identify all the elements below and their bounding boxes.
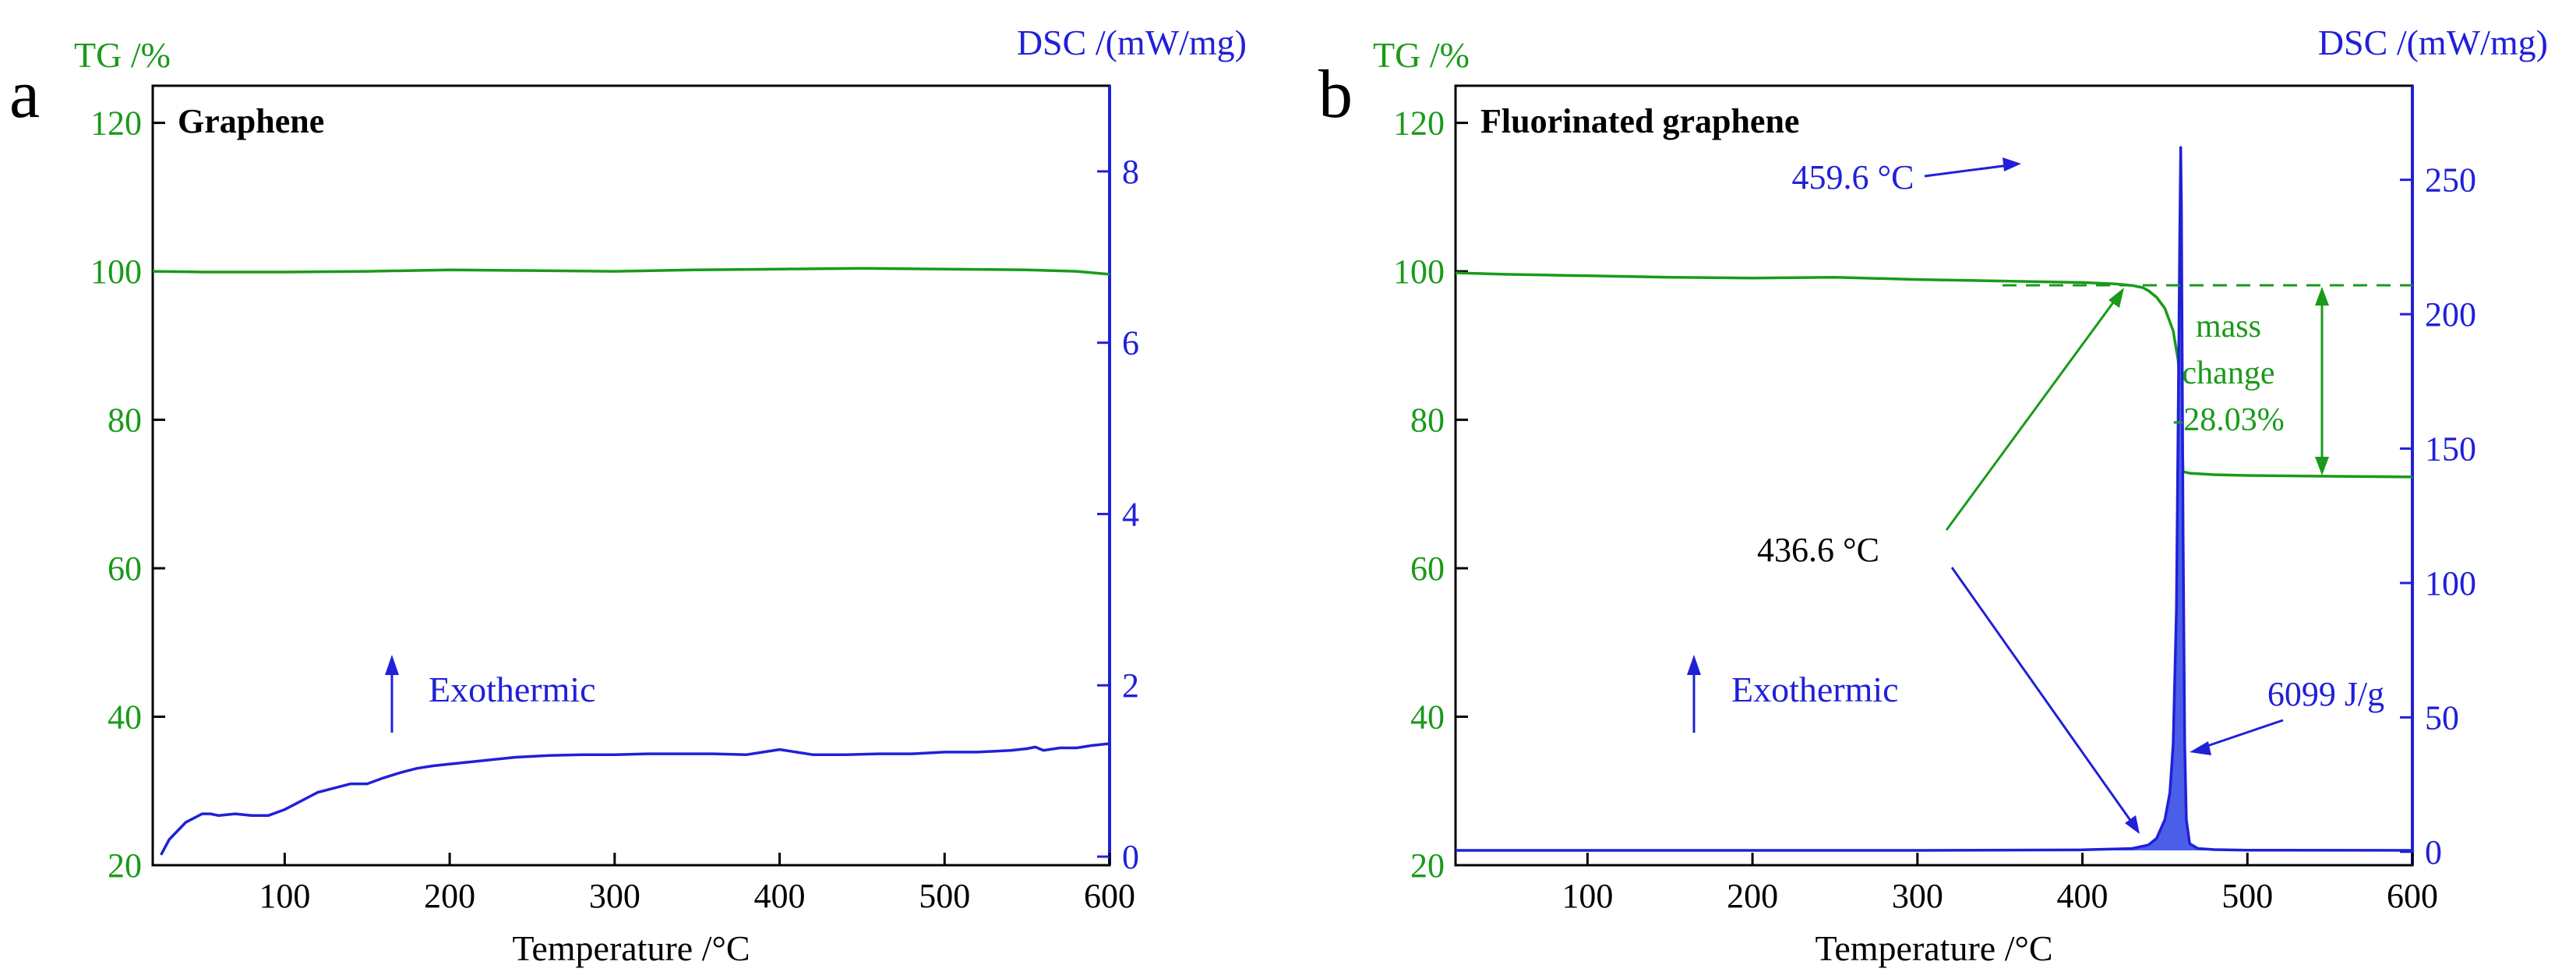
tg-axis-ticks-a: 20 40 60 80 100 120 [90,104,165,885]
x-axis-label-b: Temperature /°C [1815,928,2052,968]
x-tick-label: 300 [1892,877,1943,915]
onset-temperature-label: 436.6 °C [1757,531,1879,569]
tg-tick-label: 100 [90,253,142,291]
x-axis-ticks-a: 100 200 300 400 500 600 [259,853,1135,915]
series-group-b [1455,146,2413,852]
x-tick-label: 500 [919,877,970,915]
plot-frame-a [151,84,1111,867]
dsc-tick-label: 250 [2425,161,2476,200]
dsc-tick-label: 6 [1122,324,1139,362]
exothermic-label-a: Exothermic [429,670,596,709]
mass-change-arrowhead-top [2315,287,2329,306]
tg-tick-label: 80 [1410,401,1445,440]
tg-tick-label: 80 [108,401,142,440]
x-axis-label-a: Temperature /°C [512,928,750,968]
tg-curve-b [1455,271,2413,479]
mass-change-label-line1: mass [2196,309,2261,345]
chart-title-b: Fluorinated graphene [1480,102,1799,140]
x-tick-label: 400 [2057,877,2108,915]
dsc-axis-ticks-a: 0 2 4 6 8 [1097,153,1139,876]
tg-tick-label: 20 [1410,846,1445,885]
dsc-tick-label: 2 [1122,666,1139,705]
dsc-tick-label: 4 [1122,495,1139,533]
mass-change-arrowhead-bottom [2315,457,2329,475]
chart-title-a: Graphene [178,102,324,140]
panel-letter-a: a [9,57,40,133]
x-tick-label: 400 [754,877,806,915]
dsc-curve-b [1456,146,2413,852]
peak-arrow [1924,164,2010,178]
mass-change-label-line3: -28.03% [2172,402,2284,438]
dsc-peak-area [1456,147,2412,851]
onset-arrowhead-dsc [2125,815,2140,834]
exothermic-arrowhead-b [1687,655,1701,675]
dsc-tick-label: 200 [2425,295,2476,334]
exothermic-label-b: Exothermic [1731,670,1899,709]
tg-axis-ticks-b: 20 40 60 80 100 120 [1393,104,1468,885]
tg-tick-label: 60 [1410,550,1445,588]
dsc-curve-a [160,742,1110,856]
x-tick-label: 300 [589,877,640,915]
onset-arrow-to-tg [1945,295,2119,531]
tg-tick-label: 120 [90,104,142,143]
enthalpy-label: 6099 J/g [2267,675,2384,713]
x-tick-label: 600 [1084,877,1135,915]
dsc-tick-label: 0 [1122,838,1139,876]
onset-arrow-to-dsc [1950,567,2135,825]
dsc-tick-label: 150 [2425,430,2476,468]
tg-tick-label: 60 [108,550,142,588]
tg-tick-label: 100 [1393,253,1445,291]
dsc-tick-label: 100 [2425,564,2476,603]
x-tick-label: 200 [424,877,475,915]
peak-arrowhead [2003,157,2021,171]
x-tick-label: 600 [2387,877,2438,915]
panel-letter-b: b [1318,57,1353,133]
dsc-tick-label: 50 [2425,698,2459,737]
enthalpy-arrowhead [2190,741,2211,755]
tg-axis-label-b: TG /% [1373,35,1470,75]
x-axis-ticks-b: 100 200 300 400 500 600 [1561,853,2438,915]
x-tick-label: 100 [259,877,310,915]
panel-b-fluorinated-graphene: b TG /% DSC /(mW/mg) Fluorinated graphen… [1318,23,2548,968]
enthalpy-arrow [2200,719,2284,750]
peak-temperature-label: 459.6 °C [1792,158,1914,196]
tg-tick-label: 120 [1393,104,1445,143]
tg-curve-a [152,267,1110,276]
dsc-axis-label-a: DSC /(mW/mg) [1017,23,1247,62]
dsc-tick-label: 0 [2425,833,2442,871]
x-tick-label: 500 [2221,877,2273,915]
mass-change-label-line2: change [2183,355,2275,391]
tg-axis-label-a: TG /% [74,35,171,75]
series-group-a [152,267,1110,856]
panel-a-graphene: a TG /% DSC /(mW/mg) Graphene 100 200 300 4… [9,23,1247,968]
dsc-axis-ticks-b: 0 50 100 150 200 250 [2400,161,2476,871]
dsc-axis-label-b: DSC /(mW/mg) [2318,23,2548,62]
tg-tick-label: 40 [108,698,142,737]
exothermic-arrowhead-a [385,655,399,675]
x-tick-label: 200 [1727,877,1778,915]
onset-arrowhead-tg [2108,288,2124,308]
x-tick-label: 100 [1561,877,1613,915]
dsc-tick-label: 8 [1122,153,1139,191]
tg-tick-label: 20 [108,846,142,885]
tg-tick-label: 40 [1410,698,1445,737]
